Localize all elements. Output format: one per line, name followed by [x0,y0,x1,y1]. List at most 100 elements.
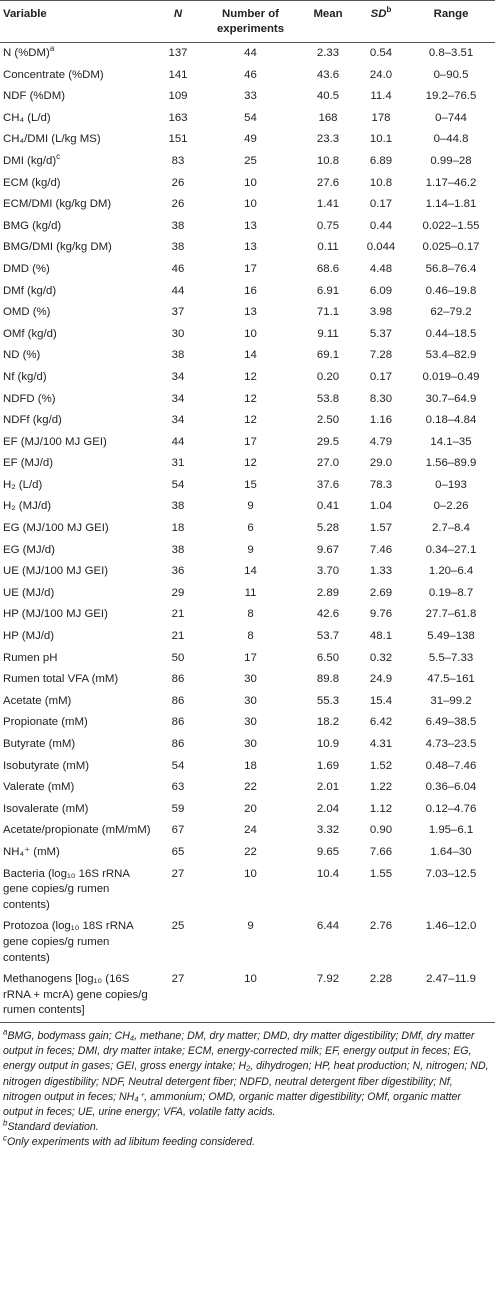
variable-text: NH₄⁺ (mM) [3,845,60,858]
table-body: N (%DM)a 137 44 2.33 0.54 0.8–3.51 Concentrate… [0,43,495,1023]
footnote-text: Standard deviation. [7,1121,99,1134]
cell-sd: 9.76 [369,608,393,621]
cell-experiments: 9 [247,920,254,933]
cell-n: 151 [168,133,188,146]
cell-sd: 7.66 [369,845,393,858]
cell-mean: 18.2 [316,716,340,729]
cell-mean: 55.3 [316,694,340,707]
cell-experiments: 13 [244,306,257,319]
cell-variable: CH₄ (L/d) [0,108,156,130]
header-experiments: Number of experiments [200,0,301,43]
cell-variable: EG (MJ/d) [0,540,156,562]
cell-mean: 40.5 [316,90,340,103]
variable-text: DMD (%) [3,262,50,275]
cell-experiments: 8 [247,608,254,621]
cell-experiments: 22 [244,781,257,794]
cell-sd: 78.3 [369,478,393,491]
cell-sd: 10.8 [369,176,393,189]
table-row: NDFD (%) 34 12 53.8 8.30 30.7–64.9 [0,389,495,411]
cell-range: 19.2–76.5 [425,90,477,103]
cell-mean: 27.0 [316,457,340,470]
variable-text: Protozoa (log₁₀ 18S rRNA gene copies/g r… [3,920,134,964]
cell-n: 38 [171,241,185,254]
header-sd: SD [370,8,387,20]
cell-variable: EG (MJ/100 MJ GEI) [0,518,156,540]
table-row: EF (MJ/d) 31 12 27.0 29.0 1.56–89.9 [0,453,495,475]
cell-sd: 24.9 [369,673,393,686]
table-row: Methanogens [log₁₀ (16S rRNA + mcrA) gen… [0,969,495,1022]
cell-range: 2.7–8.4 [431,522,470,535]
cell-variable: Concentrate (%DM) [0,65,156,87]
cell-experiments: 13 [244,219,257,232]
cell-n: 67 [171,824,185,837]
cell-n: 44 [171,435,185,448]
cell-experiments: 30 [244,716,257,729]
cell-experiments: 30 [244,694,257,707]
cell-n: 27 [171,973,185,986]
table-row: Rumen pH 50 17 6.50 0.32 5.5–7.33 [0,648,495,670]
cell-sd: 3.98 [369,306,393,319]
cell-experiments: 25 [244,154,257,167]
cell-variable: DMD (%) [0,259,156,281]
variable-text: Methanogens [log₁₀ (16S rRNA + mcrA) gen… [3,973,148,1017]
footnote-mark: a [3,1027,8,1037]
cell-n: 86 [171,738,185,750]
cell-experiments: 17 [244,651,257,664]
cell-range: 5.5–7.33 [428,651,474,664]
variable-text: UE (MJ/d) [3,586,55,599]
cell-experiments: 44 [244,47,257,59]
cell-variable: OMf (kg/d) [0,324,156,346]
cell-mean: 9.11 [317,327,339,340]
cell-experiments: 24 [244,824,257,837]
cell-n: 34 [171,370,185,383]
cell-experiments: 11 [244,586,257,599]
cell-variable: N (%DM)a [0,43,156,65]
variable-note: a [49,44,55,54]
variable-text: N (%DM) [3,47,50,59]
cell-mean: 10.4 [316,867,340,880]
variable-text: H₂ (L/d) [3,478,43,491]
cell-sd: 0.044 [366,241,396,254]
cell-n: 63 [171,781,185,794]
cell-experiments: 10 [244,176,257,189]
cell-range: 0–744 [435,111,467,124]
variable-text: Rumen pH [3,651,58,664]
cell-sd: 1.55 [369,867,393,880]
variable-text: NDF (%DM) [3,90,66,103]
cell-n: 38 [171,349,185,362]
variable-text: OMD (%) [3,306,51,319]
cell-mean: 2.89 [316,586,340,599]
variable-text: CH₄ (L/d) [3,111,51,124]
cell-sd: 1.22 [369,781,393,794]
cell-mean: 168 [318,111,338,124]
cell-mean: 7.92 [316,973,340,986]
cell-experiments: 14 [244,565,257,578]
table-row: DMI (kg/d)c 83 25 10.8 6.89 0.99–28 [0,151,495,173]
cell-variable: NDFD (%) [0,389,156,411]
cell-mean: 2.01 [316,781,340,794]
cell-variable: DMf (kg/d) [0,281,156,303]
cell-mean: 6.44 [316,920,340,933]
cell-mean: 0.20 [316,370,340,383]
cell-range: 0–2.26 [433,500,469,513]
variable-text: ECM/DMI (kg/kg DM) [3,198,112,211]
cell-variable: Bacteria (log₁₀ 16S rRNA gene copies/g r… [0,864,156,917]
cell-sd: 0.17 [369,198,393,211]
cell-mean: 3.32 [316,824,340,837]
variable-text: EF (MJ/d) [3,457,53,470]
cell-range: 0.019–0.49 [422,370,480,383]
table-row: Acetate/propionate (mM/mM) 67 24 3.32 0.90 1.… [0,820,495,842]
cell-mean: 6.91 [316,284,340,297]
variable-text: EF (MJ/100 MJ GEI) [3,435,107,448]
cell-variable: Isovalerate (mM) [0,799,156,821]
cell-variable: NDF (%DM) [0,86,156,108]
cell-range: 0.34–27.1 [425,543,477,556]
cell-variable: CH₄/DMI (L/kg MS) [0,129,156,151]
cell-variable: BMG (kg/d) [0,216,156,238]
cell-experiments: 13 [244,241,257,254]
cell-experiments: 33 [244,90,257,103]
variable-text: Rumen total VFA (mM) [3,673,119,686]
cell-mean: 43.6 [316,68,340,81]
cell-sd: 4.31 [369,738,393,750]
table-row: Nf (kg/d) 34 12 0.20 0.17 0.019–0.49 [0,367,495,389]
